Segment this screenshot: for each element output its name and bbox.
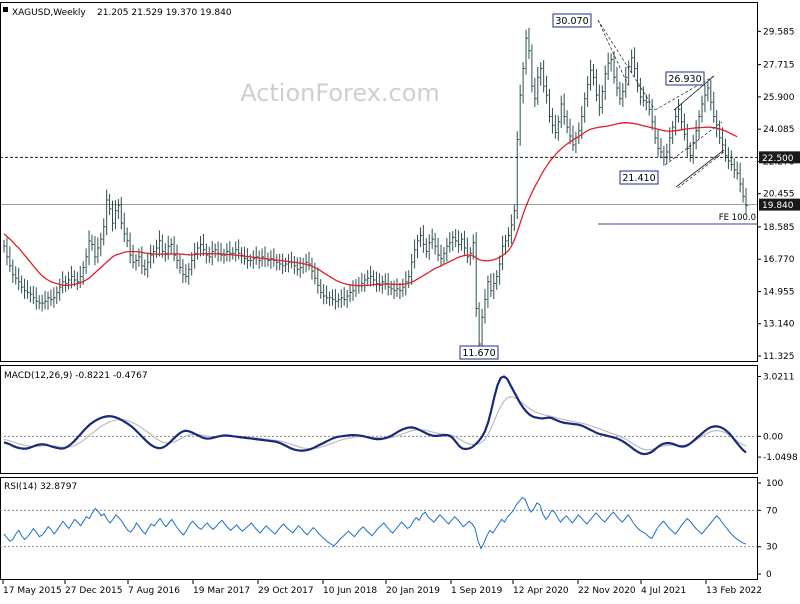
panel-frame-macd [0,365,758,474]
level-badge [759,151,800,164]
macd-signal-line [3,396,747,451]
rsi-line [3,496,747,550]
price-ytick-label: 24.085 [763,125,795,135]
x-tick-label: 13 Feb 2022 [706,586,762,596]
x-tick-label: 1 Sep 2019 [451,586,503,596]
x-tick-label: 22 Nov 2020 [578,586,636,596]
macd-label: MACD(12,26,9) -0.8221 -0.4767 [4,371,148,381]
rsi-ytick-label: 70 [766,506,778,516]
price-ytick-label: 27.715 [763,61,795,71]
price-ytick-label: 18.585 [763,223,795,233]
level-badge-label: 22.500 [762,154,794,164]
macd-line [3,375,747,456]
level-badge-label: 19.840 [762,201,794,211]
panel-frame-price [0,2,758,362]
x-tick-label: 27 Dec 2015 [65,586,123,596]
x-tick-label: 4 Jul 2021 [641,586,686,596]
fe-level-label: FE 100.0 [719,213,756,223]
annotation-box [665,71,705,86]
x-tick-label: 20 Jan 2019 [386,586,440,596]
trend-line [597,19,629,86]
annotation-box [459,345,499,360]
price-ytick-label: 25.900 [763,93,795,103]
x-tick-label: 29 Oct 2017 [258,586,314,596]
x-tick-label: 12 Apr 2020 [513,586,569,596]
trend-line [597,19,656,111]
channel-line [675,149,725,188]
rsi-label: RSI(14) 32.8797 [4,482,77,492]
annotation-box [552,13,592,28]
macd-ytick-label: 3.0211 [763,373,795,383]
x-tick-label: 19 Mar 2017 [193,586,250,596]
trend-line [664,121,723,166]
price-ytick-label: 13.140 [763,320,795,330]
annotation-box [619,170,659,185]
annotation-label: 30.070 [555,16,588,27]
x-tick-label: 7 Aug 2016 [128,586,180,596]
x-tick-label: 17 May 2015 [3,586,62,596]
macd-ytick-label: -1.0498 [763,453,798,463]
x-tick-label: 10 Jun 2018 [323,586,377,596]
price-ytick-label: 16.770 [763,255,795,265]
moving-average-line [3,122,738,287]
ohlc-readout: 21.205 21.529 19.370 19.840 [97,8,232,18]
annotation-label: 21.410 [622,173,655,184]
panel-frame-rsi [0,477,758,580]
macd-ytick-label: 0.00 [763,432,783,442]
price-ytick-label: 20.455 [763,190,795,200]
price-ytick-label: 11.325 [763,352,795,362]
level-badge [759,198,800,211]
channel-line [673,75,715,111]
price-ytick-label: 29.585 [763,27,795,37]
rsi-ytick-label: 0 [766,570,772,580]
rsi-ytick-label: 100 [766,479,783,489]
symbol-label: XAGUSD,Weekly [12,8,86,18]
price-ytick-label: 14.955 [763,287,795,297]
watermark: ActionForex.com [240,79,440,107]
header-marker [3,7,8,12]
rsi-ytick-label: 30 [766,543,778,553]
annotation-label: 11.670 [462,348,495,359]
annotation-label: 26.930 [668,74,701,85]
